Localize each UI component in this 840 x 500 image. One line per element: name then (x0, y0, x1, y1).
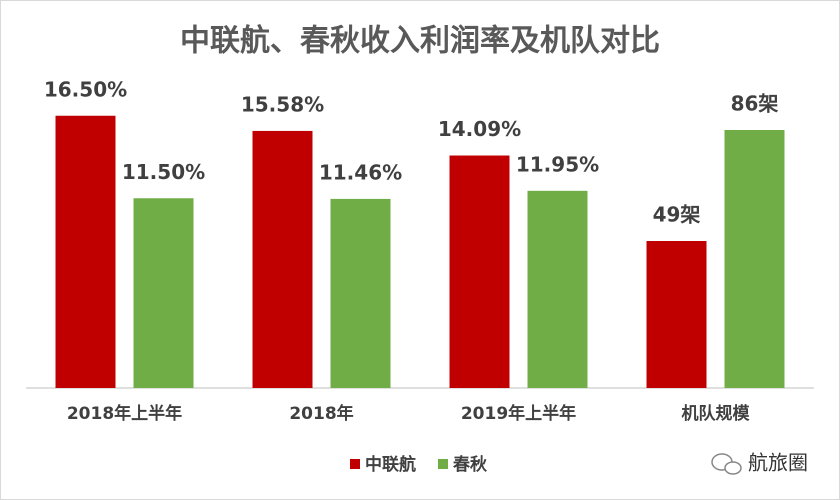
bar (55, 115, 116, 388)
bar (646, 241, 707, 388)
legend-swatch (438, 459, 448, 469)
data-label: 15.58% (241, 92, 324, 116)
bar (252, 130, 313, 388)
watermark-icon (724, 461, 742, 475)
bar (330, 198, 391, 388)
legend-swatch (350, 459, 360, 469)
data-label: 11.95% (516, 152, 599, 176)
data-label: 86架 (731, 92, 779, 116)
watermark: 航旅圈 (711, 451, 808, 475)
bar (449, 155, 510, 388)
data-label: 16.50% (44, 77, 127, 101)
data-label: 14.09% (438, 117, 521, 141)
legend-label: 春秋 (453, 454, 488, 475)
x-tick-label: 2018年 (289, 403, 353, 424)
chart-title: 中联航、春秋收入利润率及机队对比 (180, 24, 660, 59)
data-label: 11.50% (122, 160, 205, 184)
bar (724, 130, 785, 388)
legend-label: 中联航 (365, 454, 416, 475)
x-tick-label: 机队规模 (682, 403, 751, 424)
x-tick-label: 2019年上半年 (461, 403, 576, 424)
bar (133, 198, 194, 388)
watermark-text: 航旅圈 (748, 451, 808, 475)
x-tick-label: 2018年上半年 (67, 403, 182, 424)
data-label: 49架 (653, 203, 701, 227)
bar (527, 190, 588, 388)
data-label: 11.46% (319, 160, 402, 184)
